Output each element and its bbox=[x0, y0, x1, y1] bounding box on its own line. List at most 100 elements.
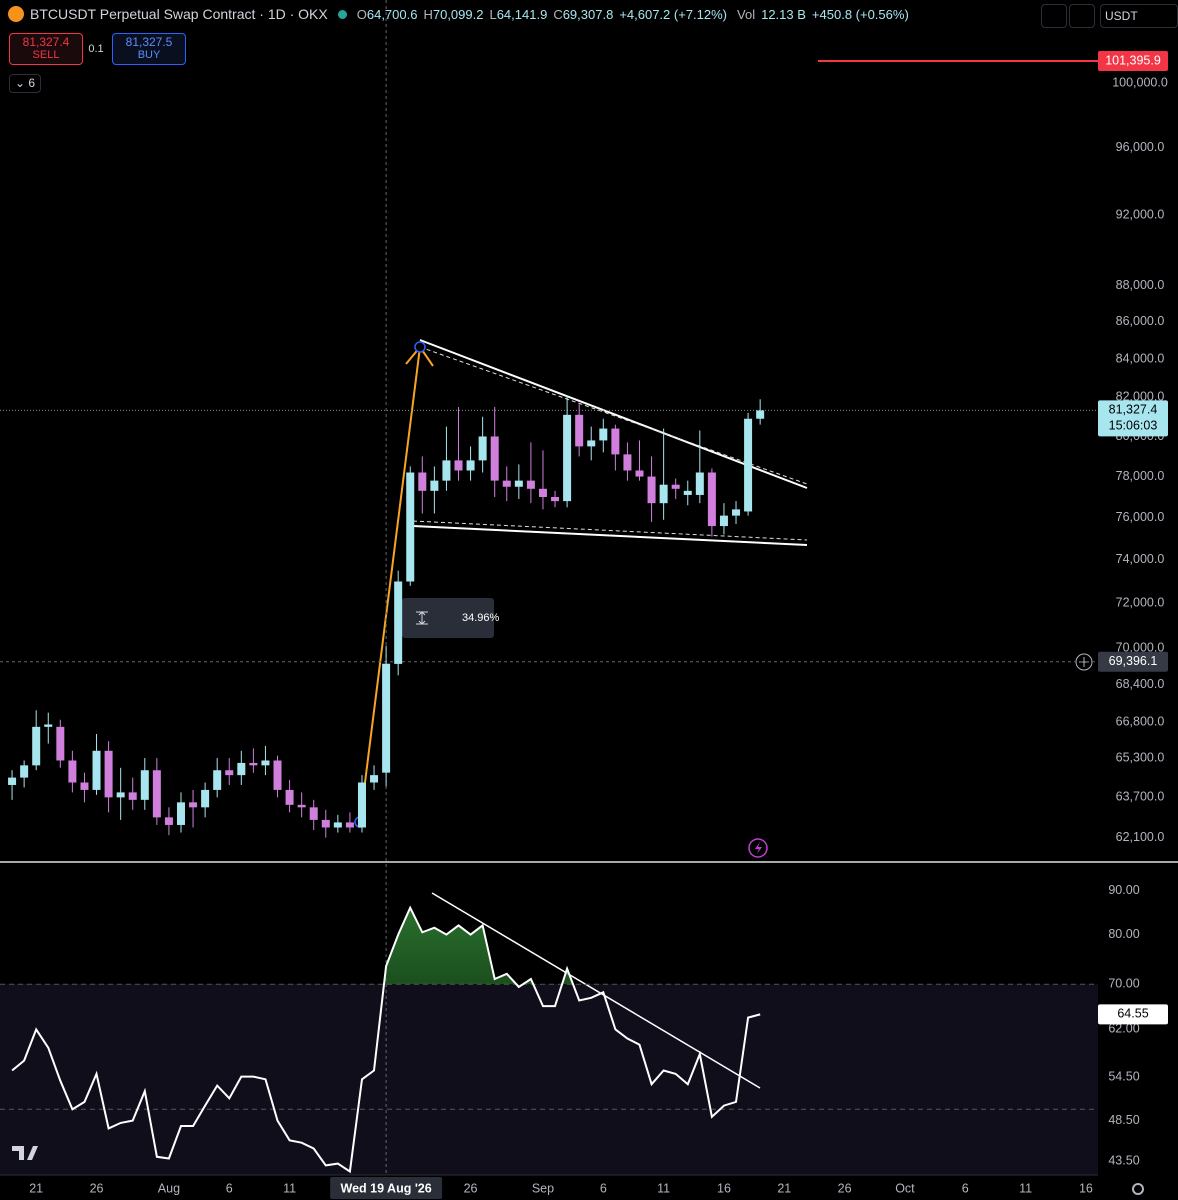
candle-body bbox=[176, 802, 185, 825]
measure-tooltip bbox=[402, 598, 494, 638]
candle-body bbox=[575, 414, 584, 447]
candle-body bbox=[394, 581, 403, 664]
ohlc-item: O64,700.6 bbox=[357, 7, 418, 22]
y-tick-label: 96,000.0 bbox=[1116, 140, 1165, 154]
ohlc-key: C bbox=[553, 6, 563, 22]
buy-button[interactable]: 81,327.5 BUY bbox=[112, 33, 186, 65]
trendline-upper-dashed bbox=[419, 346, 808, 485]
candle-body bbox=[538, 488, 547, 498]
fullscreen-button[interactable] bbox=[1069, 4, 1095, 28]
y-tick-label: 70,000.0 bbox=[1116, 640, 1165, 654]
candle-body bbox=[526, 480, 535, 489]
y-tick-label: 86,000.0 bbox=[1116, 314, 1165, 328]
trendline-lower bbox=[412, 525, 808, 546]
x-tick-label: Oct bbox=[895, 1181, 915, 1195]
x-tick-label: 6 bbox=[226, 1181, 233, 1195]
candle-body bbox=[321, 819, 330, 828]
candle-body bbox=[695, 472, 704, 495]
y-tick-label: 78,000.0 bbox=[1116, 469, 1165, 483]
candle-body bbox=[44, 724, 53, 727]
currency-select[interactable]: USDT bbox=[1100, 4, 1178, 28]
candle-body bbox=[454, 460, 463, 471]
candle-body bbox=[32, 726, 41, 766]
ohlc-value: 70,099.2 bbox=[432, 6, 484, 22]
drawings bbox=[12, 339, 1144, 1195]
candle-body bbox=[201, 789, 210, 808]
candle-body bbox=[345, 822, 354, 828]
candle-body bbox=[297, 804, 306, 808]
candle-body bbox=[8, 777, 17, 785]
x-tick-label: 21 bbox=[29, 1181, 43, 1195]
y-tick-label: 66,800.0 bbox=[1116, 714, 1165, 728]
candle-body bbox=[249, 762, 258, 766]
candle-body bbox=[635, 470, 644, 477]
ohlc-item: C69,307.8 bbox=[553, 7, 613, 22]
candle-body bbox=[261, 760, 270, 766]
rsi-tick-label: 48.50 bbox=[1108, 1113, 1139, 1127]
volume: 12.13 B bbox=[761, 6, 806, 22]
symbol: BTCUSDT Perpetual Swap Contract · 1D · O… bbox=[30, 6, 328, 22]
rsi-tick-label: 62.00 bbox=[1108, 1022, 1139, 1036]
y-tick-label: 62,100.0 bbox=[1116, 830, 1165, 844]
candle-body bbox=[309, 807, 318, 820]
y-tick-label: 63,700.0 bbox=[1116, 790, 1165, 804]
ohlc-item: L64,141.9 bbox=[489, 7, 547, 22]
rsi-overbought-fill bbox=[383, 907, 574, 985]
candle-body bbox=[430, 480, 439, 491]
y-tick-label: 82,000.0 bbox=[1116, 390, 1165, 404]
alert-icon[interactable] bbox=[748, 838, 768, 858]
sell-label: SELL bbox=[32, 49, 60, 61]
candle-body bbox=[478, 436, 487, 461]
candle-body bbox=[164, 817, 173, 825]
crosshair-date: Wed 19 Aug '26 bbox=[341, 1181, 432, 1195]
rsi-last-label: 64.55 bbox=[1117, 1007, 1148, 1021]
x-tick-label: 16 bbox=[1079, 1181, 1093, 1195]
candle-body bbox=[418, 472, 427, 491]
candle-body bbox=[744, 418, 753, 512]
candle-body bbox=[442, 460, 451, 481]
candle-body bbox=[152, 770, 161, 818]
anchor-point[interactable] bbox=[414, 341, 426, 353]
ohlc-value: 64,141.9 bbox=[496, 6, 548, 22]
candle-body bbox=[237, 762, 246, 776]
candle-body bbox=[225, 770, 234, 776]
y-tick-label: 65,300.0 bbox=[1116, 750, 1165, 764]
candle-body bbox=[333, 822, 342, 828]
candle-body bbox=[683, 490, 692, 495]
rsi-tick-label: 90.00 bbox=[1108, 883, 1139, 897]
candle-body bbox=[659, 484, 668, 504]
y-tick-label: 100,000.0 bbox=[1112, 75, 1168, 89]
candle-body bbox=[80, 782, 89, 790]
candle-body bbox=[104, 750, 113, 798]
rsi-tick-label: 80.00 bbox=[1108, 927, 1139, 941]
y-tick-label: 92,000.0 bbox=[1116, 207, 1165, 221]
candle-body bbox=[357, 782, 366, 828]
candle-body bbox=[563, 414, 572, 502]
candle-body bbox=[647, 476, 656, 504]
settings-icon[interactable] bbox=[1132, 1183, 1144, 1195]
x-tick-label: 21 bbox=[777, 1181, 791, 1195]
x-tick-label: 26 bbox=[838, 1181, 852, 1195]
ohlc-key: L bbox=[489, 6, 497, 22]
candle-body bbox=[611, 428, 620, 455]
download-button[interactable] bbox=[1041, 4, 1067, 28]
ohlc-key: O bbox=[356, 6, 367, 22]
x-tick-label: 16 bbox=[717, 1181, 731, 1195]
candle-body bbox=[707, 472, 716, 527]
alert-icon-bolt bbox=[755, 842, 762, 854]
rsi-tick-label: 70.00 bbox=[1108, 977, 1139, 991]
x-tick-label: 26 bbox=[90, 1181, 104, 1195]
sell-price: 81,327.4 bbox=[22, 35, 70, 49]
trendline-upper bbox=[419, 339, 808, 489]
ohlc-item: H70,099.2 bbox=[423, 7, 483, 22]
candle-body bbox=[68, 760, 77, 783]
candle-body bbox=[213, 770, 222, 790]
sell-button[interactable]: 81,327.4 SELL bbox=[9, 33, 83, 65]
candle-body bbox=[140, 770, 149, 800]
candle-body bbox=[671, 484, 680, 489]
crosshair-price-box bbox=[1098, 651, 1168, 672]
y-tick-label: 88,000.0 bbox=[1116, 278, 1165, 292]
indicators-toggle[interactable]: ⌄ 6 bbox=[9, 74, 41, 93]
indicators-count: 6 bbox=[28, 76, 36, 90]
